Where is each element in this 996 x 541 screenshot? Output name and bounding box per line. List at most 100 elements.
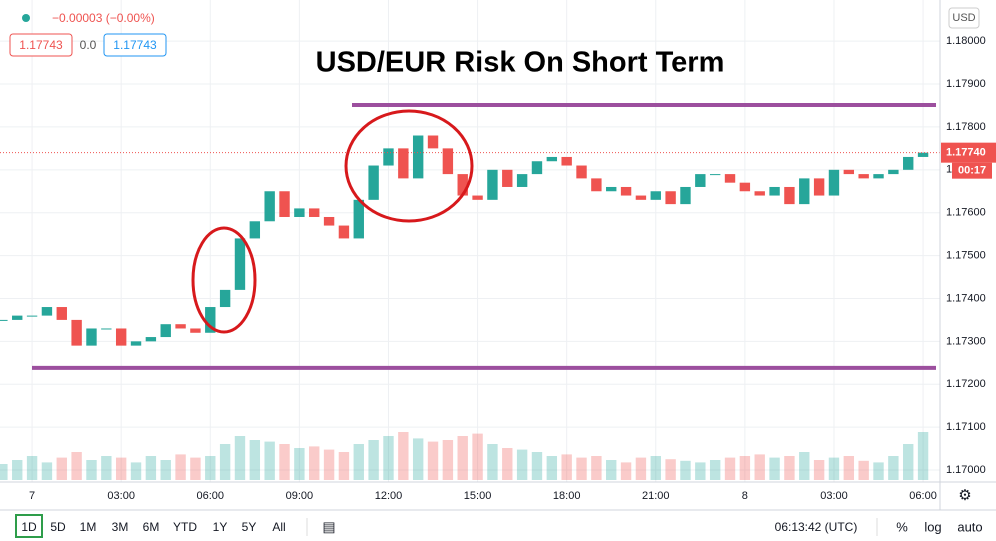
volume-bar: [516, 449, 528, 480]
candle-body: [294, 208, 305, 217]
x-tick-label: 03:00: [107, 490, 135, 502]
volume-bar: [620, 462, 632, 480]
x-tick-label: 06:00: [197, 490, 225, 502]
candle-body: [843, 169, 855, 175]
volume-bar: [279, 444, 290, 480]
volume-bar: [412, 438, 424, 480]
volume-bar: [353, 444, 364, 480]
volume-bar: [442, 440, 454, 480]
volume-bar: [591, 456, 602, 480]
volume-bar: [843, 456, 855, 480]
settings-icon[interactable]: ⚙: [958, 487, 971, 504]
volume-bar: [680, 460, 691, 480]
volume-bar: [502, 448, 513, 480]
range-button[interactable]: 3M: [112, 520, 129, 534]
candle-body: [219, 289, 231, 308]
candle-body: [858, 174, 869, 179]
volume-bar: [160, 460, 171, 480]
candle-body: [0, 319, 8, 321]
candle-body: [368, 165, 379, 200]
x-tick-label: 15:00: [464, 490, 492, 502]
volume-bar: [903, 444, 914, 480]
candle-body: [279, 191, 290, 217]
candle-body: [249, 221, 261, 239]
candle-body: [309, 208, 320, 217]
candle-body: [383, 148, 394, 166]
sell-box[interactable]: [9, 33, 73, 57]
sell-price[interactable]: 1.17743: [19, 38, 63, 52]
date-range-icon[interactable]: ▤: [322, 519, 335, 535]
candle-body: [323, 216, 335, 226]
candle-body: [799, 178, 810, 205]
candle-body: [635, 195, 647, 200]
volume-bar: [86, 460, 97, 480]
y-tick-label: 1.17000: [946, 464, 986, 476]
y-tick-label: 1.17600: [946, 207, 986, 219]
scale-option[interactable]: auto: [957, 519, 982, 534]
spread: 0.0: [80, 38, 97, 52]
volume-bar: [561, 454, 572, 480]
volume-bar: [828, 457, 840, 480]
candle-body: [338, 225, 350, 239]
y-tick-label: 1.17400: [946, 292, 986, 304]
candle-body: [606, 186, 617, 192]
x-tick-label: 03:00: [820, 490, 848, 502]
candle-body: [26, 315, 38, 317]
y-tick-label: 1.17300: [946, 335, 986, 347]
volume-bar: [294, 448, 305, 480]
volume-bar: [115, 457, 127, 480]
scale-option[interactable]: log: [924, 519, 941, 534]
volume-bar: [101, 456, 112, 480]
buy-box[interactable]: [103, 33, 167, 57]
candle-body: [561, 156, 572, 166]
volume-bar: [739, 456, 751, 480]
volume-bar: [0, 464, 8, 480]
volume-bar: [12, 460, 23, 480]
currency-box[interactable]: [948, 7, 980, 29]
candle-body: [754, 191, 765, 196]
candle-body: [487, 169, 498, 200]
candle-body: [205, 307, 216, 333]
x-tick-label: 18:00: [553, 490, 581, 502]
y-tick-label: 1.17200: [946, 378, 986, 390]
range-button[interactable]: YTD: [173, 520, 197, 534]
buy-price[interactable]: 1.17743: [113, 38, 157, 52]
range-button[interactable]: 5Y: [242, 520, 257, 534]
range-button[interactable]: 1M: [80, 520, 97, 534]
range-button[interactable]: 1Y: [213, 520, 228, 534]
scale-option[interactable]: %: [896, 519, 908, 534]
currency[interactable]: USD: [952, 12, 975, 24]
x-tick-label: 7: [29, 490, 35, 502]
candle-body: [264, 191, 275, 222]
range-button[interactable]: 5D: [50, 520, 66, 534]
volume-bar: [249, 440, 261, 480]
candle-body: [591, 178, 602, 192]
candle-body: [130, 341, 142, 346]
range-button[interactable]: 6M: [143, 520, 160, 534]
candle-body: [101, 328, 112, 330]
volume-bar: [338, 452, 350, 480]
volume-bar: [323, 449, 335, 480]
volume-bar: [576, 457, 587, 480]
volume-bar: [26, 456, 38, 480]
last-price-label: 1.17740: [946, 147, 986, 159]
candle-body: [145, 337, 157, 342]
candle-body: [115, 328, 127, 346]
range-button[interactable]: All: [272, 520, 285, 534]
volume-bar: [41, 462, 53, 480]
candle-body: [398, 148, 409, 179]
volume-bar: [309, 446, 320, 480]
candle-body: [739, 182, 751, 192]
candle-body: [427, 135, 439, 149]
candle-body: [724, 174, 736, 183]
range-button[interactable]: 1D: [21, 520, 37, 534]
last-price-tag: [941, 142, 996, 163]
volume-bar: [427, 441, 439, 480]
scale-options: % log auto: [896, 519, 982, 534]
volume-bar: [546, 456, 558, 480]
y-tick-label: 1.17500: [946, 249, 986, 261]
volume-bar: [398, 432, 409, 480]
candle-body: [917, 152, 929, 157]
y-tick-label: 1.17800: [946, 121, 986, 133]
highlight-ellipse: [191, 226, 257, 334]
